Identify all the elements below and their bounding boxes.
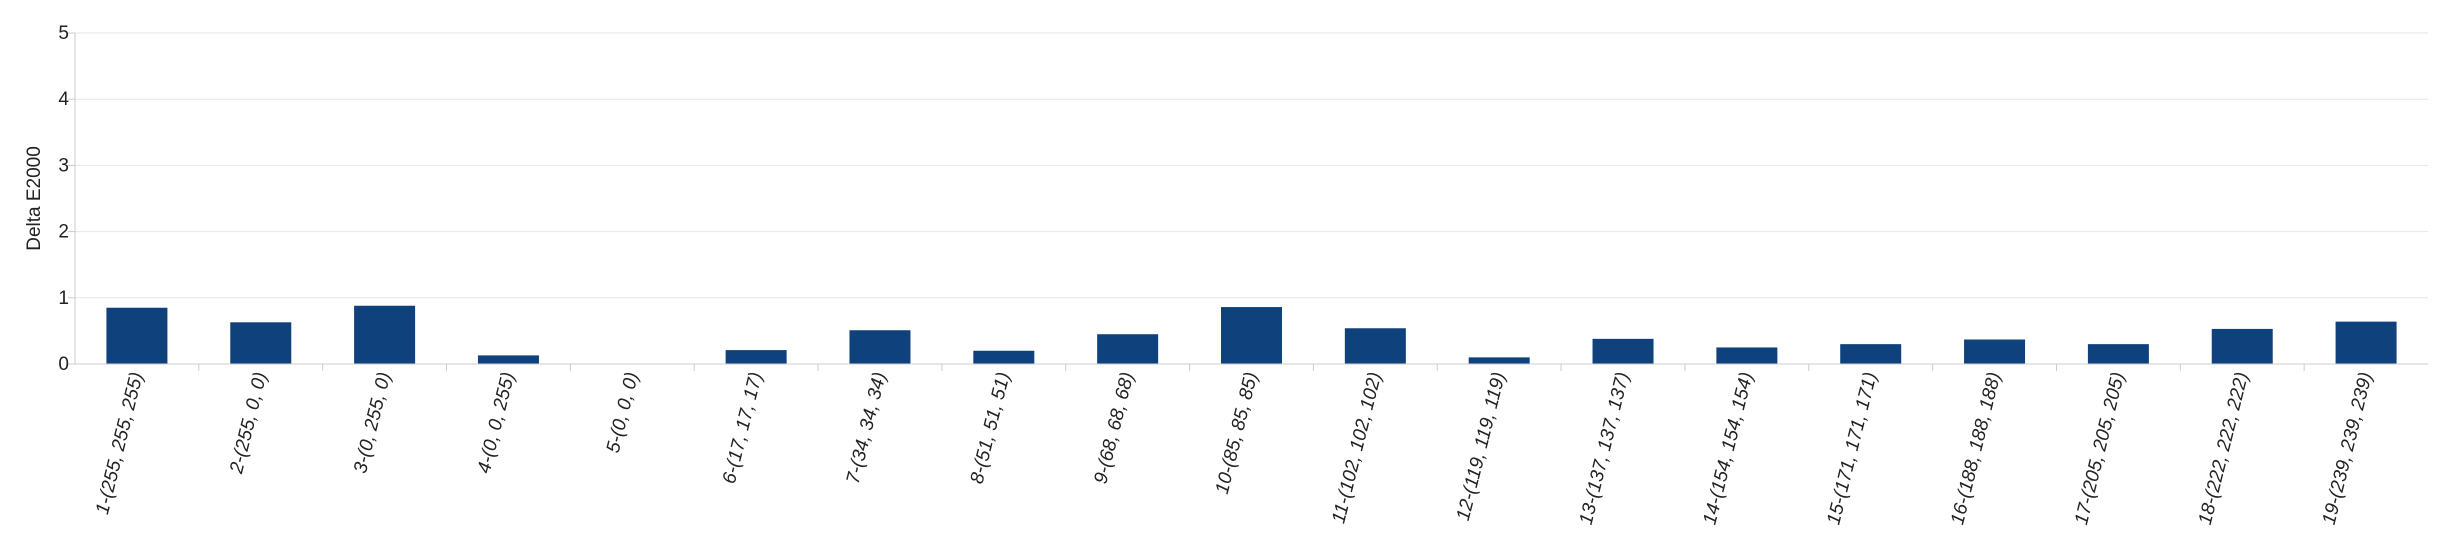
x-axis-ticks: 1-(255, 255, 255) 2-(255, 0, 0) 3-(0, 255,…	[92, 364, 2377, 527]
bar	[1592, 338, 1654, 364]
y-tick-label: 4	[58, 89, 69, 110]
x-tick-label: 4-(0, 0, 255)	[474, 370, 519, 476]
bar	[230, 322, 292, 364]
y-tick-label: 1	[58, 288, 69, 309]
x-tick-label: 18-(222, 222, 222)	[2195, 370, 2253, 527]
bar	[1840, 344, 1902, 364]
x-tick-label: 1-(255, 255, 255)	[92, 370, 148, 517]
bar	[1344, 328, 1406, 364]
bar	[354, 305, 416, 364]
bar	[1468, 357, 1530, 364]
x-tick-label: 11-(102, 102, 102)	[1328, 370, 1386, 525]
bar	[973, 350, 1035, 364]
y-axis-ticks: 0 1 2 3 4 5	[58, 23, 75, 375]
bar	[2087, 344, 2149, 364]
y-axis-title: Delta E2000	[24, 146, 45, 251]
bar	[106, 307, 168, 364]
x-tick-label: 19-(239, 239, 239)	[2319, 370, 2377, 527]
x-tick-label: 13-(137, 137, 137)	[1576, 370, 1634, 527]
x-tick-label: 10-(85, 85, 85)	[1212, 370, 1263, 496]
x-tick-label: 3-(0, 255, 0)	[350, 370, 395, 476]
x-tick-label: 16-(188, 188, 188)	[1947, 370, 2005, 527]
x-tick-label: 2-(255, 0, 0)	[226, 370, 272, 476]
x-tick-label: 7-(34, 34, 34)	[843, 370, 891, 486]
x-tick-label: 15-(171, 171, 171)	[1823, 370, 1881, 527]
y-tick-label: 2	[58, 222, 69, 243]
x-tick-label: 17-(205, 205, 205)	[2071, 370, 2129, 527]
bar	[1221, 307, 1282, 364]
x-tick-label: 8-(51, 51, 51)	[967, 370, 1015, 486]
bar	[849, 330, 911, 364]
bar	[725, 350, 787, 364]
bar	[1097, 334, 1159, 364]
x-tick-label: 5-(0, 0, 0)	[603, 370, 643, 455]
x-tick-label: 14-(154, 154, 154)	[1700, 370, 1758, 527]
bar	[1716, 347, 1778, 364]
y-tick-label: 3	[58, 155, 69, 176]
bar	[477, 355, 539, 364]
bar	[1964, 339, 2026, 364]
bars	[106, 305, 2397, 364]
y-tick-label: 0	[58, 354, 69, 375]
bar	[2335, 321, 2397, 364]
x-tick-label: 9-(68, 68, 68)	[1091, 370, 1139, 486]
x-tick-label: 6-(17, 17, 17)	[719, 370, 767, 486]
y-tick-label: 5	[58, 23, 69, 44]
x-tick-label: 12-(119, 119, 119)	[1453, 370, 1510, 523]
bar	[2211, 328, 2273, 364]
grid-lines	[75, 32, 2428, 299]
